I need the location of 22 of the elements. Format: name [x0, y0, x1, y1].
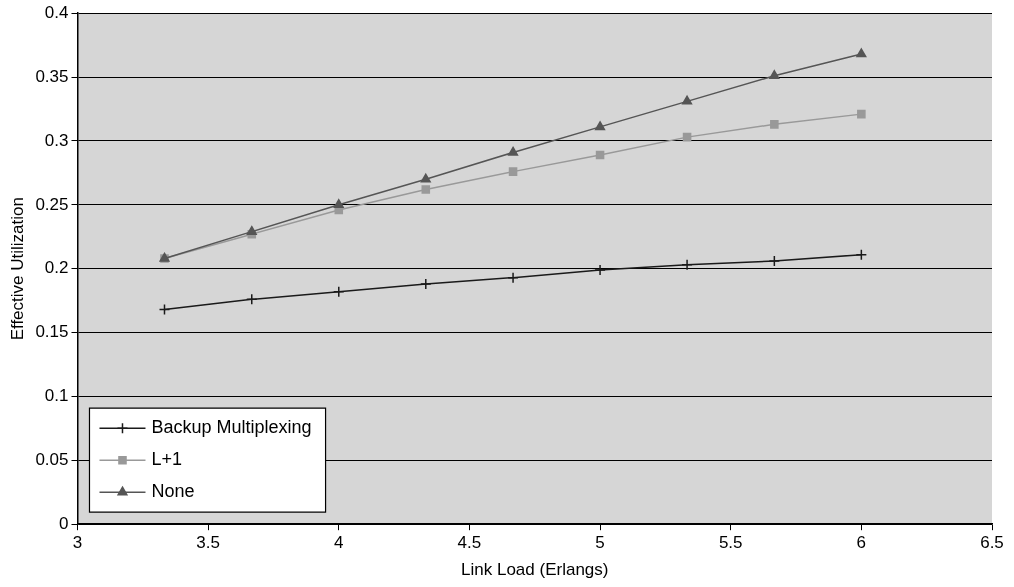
x-tick-label: 5.5 — [718, 533, 743, 553]
x-tick-label: 4.5 — [457, 533, 482, 553]
y-tick-label: 0 — [59, 513, 69, 533]
y-tick-label: 0.3 — [44, 130, 69, 150]
y-tick-label: 0.25 — [35, 194, 69, 214]
legend-label: None — [151, 481, 195, 502]
x-tick-label: 3 — [72, 533, 83, 553]
x-tick-label: 3.5 — [196, 533, 220, 553]
y-tick-label: 0.2 — [44, 258, 69, 278]
x-tick-label: 6 — [856, 533, 867, 553]
x-axis-title: Link Load (Erlangs) — [461, 560, 609, 580]
y-tick-label: 0.1 — [44, 386, 69, 406]
x-tick-label: 4 — [334, 533, 344, 553]
legend-label: L+1 — [151, 449, 183, 470]
y-tick-label: 0.05 — [35, 450, 69, 470]
y-tick-label: 0.4 — [44, 2, 69, 22]
x-tick-label: 5 — [595, 533, 605, 553]
x-tick-label: 6.5 — [980, 533, 1004, 553]
y-axis-title: Effective Utilization — [7, 197, 27, 341]
y-tick-label: 0.15 — [35, 322, 69, 342]
legend-label: Backup Multiplexing — [151, 417, 312, 438]
y-tick-label: 0.35 — [35, 66, 69, 86]
